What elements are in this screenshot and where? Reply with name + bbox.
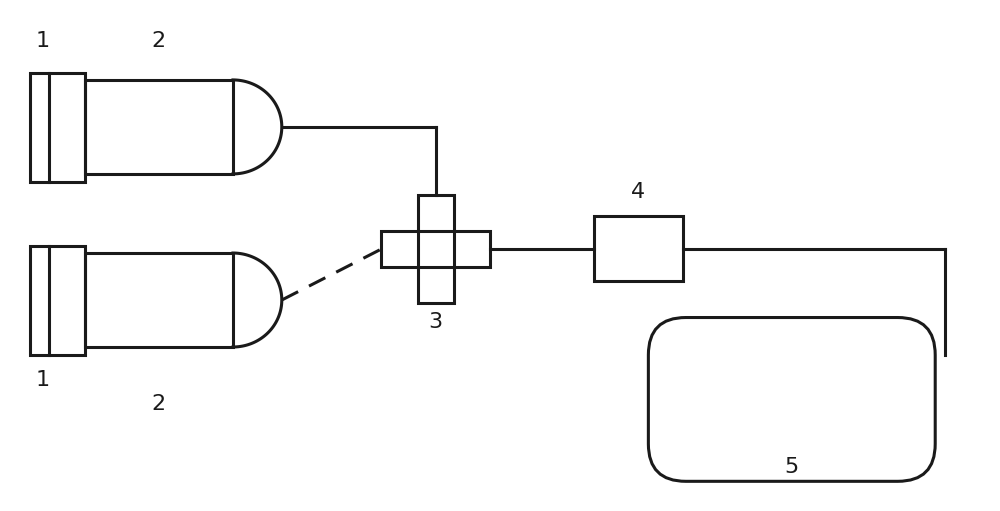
Text: 1: 1 [36,369,50,389]
Text: 1: 1 [36,31,50,51]
Text: 2: 2 [152,31,166,51]
Text: 5: 5 [785,457,799,477]
Text: 4: 4 [631,182,646,202]
Text: 2: 2 [152,394,166,414]
Text: 3: 3 [429,312,443,332]
